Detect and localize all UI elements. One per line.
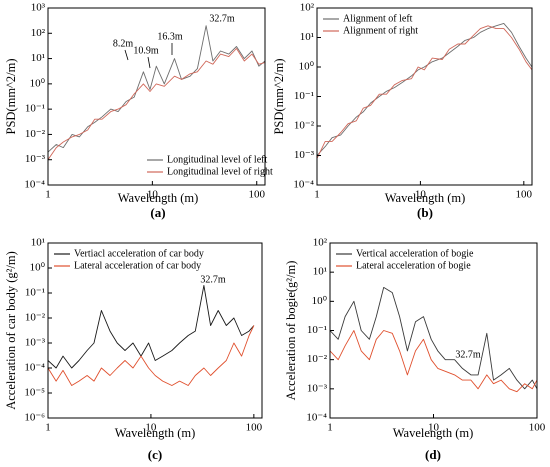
y-tick-label: 10⁻³ (25, 337, 46, 349)
y-tick-label: 10⁰ (312, 295, 328, 307)
legend-label: Vertiacl acceleration of car body (74, 248, 204, 259)
annotation: 32.7m (455, 349, 481, 360)
y-tick-label: 10² (31, 27, 46, 39)
y-tick-label: 10⁻⁴ (24, 362, 45, 374)
y-tick-label: 10⁻³ (307, 382, 328, 394)
y-tick-label: 10⁻² (307, 353, 328, 365)
series-line (330, 330, 537, 393)
y-axis-label: PSD(mm^2/m) (272, 58, 286, 134)
series-line (330, 286, 537, 390)
x-tick-label: 10 (415, 189, 427, 201)
series-line (317, 25, 532, 159)
annotation: 32.7m (209, 13, 235, 24)
y-axis-label: Acceleration of bogie(g²/m) (284, 261, 298, 401)
y-tick-label: 10² (300, 2, 315, 14)
y-tick-label: 10⁻⁴ (24, 179, 45, 191)
series-line (317, 22, 532, 156)
plot-lines (317, 22, 532, 159)
annotation: 8.2m (113, 38, 134, 49)
plot-lines (330, 286, 537, 393)
y-tick-label: 10⁻¹ (307, 324, 327, 336)
plot-frame (47, 7, 266, 186)
x-tick-label: 100 (529, 422, 546, 434)
annotation: 16.3m (157, 31, 183, 42)
y-tick-label: 10⁻⁴ (306, 412, 327, 424)
x-tick-label: 100 (246, 422, 263, 434)
plot-frame (47, 242, 263, 419)
y-axis-label: Acceleration of car body (g²/m) (4, 251, 18, 410)
x-axis-label: Wavelength (m) (385, 191, 466, 205)
y-axis-label: PSD(mm^2/m) (4, 58, 18, 134)
panel-caption: (a) (150, 205, 165, 220)
legend-label: Lateral acceleration of bogie (356, 260, 471, 271)
plot-lines (48, 285, 255, 386)
x-tick-label: 1 (45, 422, 51, 434)
y-tick-label: 10³ (31, 2, 46, 14)
legend-label: Alignment of left (343, 13, 413, 24)
y-tick-label: 10⁻³ (294, 149, 315, 161)
x-axis-label: Wavelength (m) (393, 426, 474, 440)
x-tick-label: 1 (327, 422, 333, 434)
y-tick-label: 10¹ (31, 52, 45, 64)
series-line (48, 48, 265, 160)
x-tick-label: 1 (314, 189, 320, 201)
y-tick-label: 10⁻² (294, 120, 315, 132)
legend-label: Longitudinal level of left (167, 154, 267, 165)
series-line (48, 25, 265, 153)
panel-caption: (d) (425, 447, 441, 462)
y-tick-label: 10⁰ (30, 77, 46, 89)
plot-lines (48, 25, 265, 160)
x-tick-label: 10 (145, 422, 157, 434)
legend-label: Lateral acceleration of car body (74, 260, 201, 271)
legend-label: Alignment of right (343, 25, 418, 36)
y-tick-label: 10¹ (300, 31, 314, 43)
series-line (48, 325, 255, 386)
y-tick-label: 10⁻¹ (25, 287, 45, 299)
y-tick-label: 10⁰ (30, 262, 46, 274)
panel-caption: (c) (148, 447, 162, 462)
y-tick-label: 10¹ (313, 266, 327, 278)
annotation: 32.7m (200, 274, 226, 285)
y-tick-label: 10⁻⁵ (24, 387, 45, 399)
series-line (48, 285, 255, 369)
y-tick-label: 10⁻⁶ (24, 412, 45, 424)
panel-caption: (b) (417, 205, 433, 220)
y-tick-label: 10⁻⁴ (293, 179, 314, 191)
x-axis-label: Wavelength (m) (115, 426, 196, 440)
x-axis-label: Wavelength (m) (118, 191, 199, 205)
x-tick-label: 100 (516, 189, 533, 201)
y-tick-label: 10⁻¹ (294, 90, 314, 102)
x-tick-label: 10 (147, 189, 159, 201)
annotation: 10.9m (133, 45, 159, 56)
y-tick-label: 10⁻² (25, 128, 46, 140)
y-tick-label: 10⁰ (299, 61, 315, 73)
y-tick-label: 10⁻² (25, 312, 46, 324)
y-tick-label: 10² (313, 237, 328, 249)
legend-label: Vertical acceleration of bogie (356, 248, 474, 259)
y-tick-label: 10¹ (31, 237, 45, 249)
annotation-arrow (147, 56, 151, 69)
y-tick-label: 10⁻¹ (25, 103, 45, 115)
legend-label: Longitudinal level of right (167, 166, 273, 177)
annotation-arrow (124, 49, 129, 61)
x-tick-label: 1 (45, 189, 51, 201)
x-tick-label: 100 (248, 189, 265, 201)
x-tick-label: 10 (428, 422, 440, 434)
y-tick-label: 10⁻³ (25, 153, 46, 165)
